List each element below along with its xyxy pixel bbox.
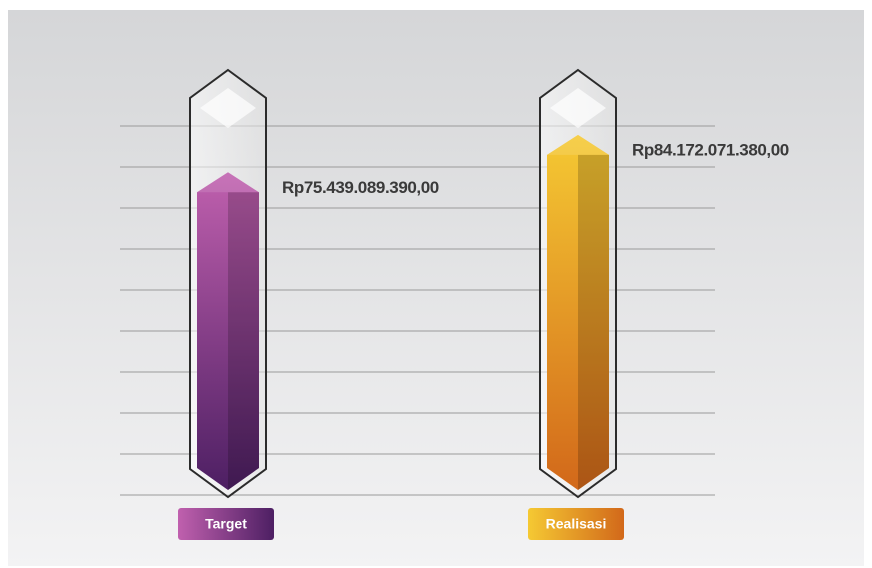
category-pill [528, 508, 624, 540]
value-label: Rp84.172.071.380,00 [632, 140, 789, 159]
category-label: Realisasi [546, 516, 607, 532]
tube-cap [550, 88, 606, 128]
bar [197, 172, 259, 491]
tube-cap [200, 88, 256, 128]
bar-top [197, 172, 259, 193]
value-label: Rp75.439.089.390,00 [282, 178, 439, 197]
category-label: Target [205, 516, 247, 532]
bar-shade [578, 154, 609, 490]
bar-shade [228, 192, 259, 491]
panel [8, 10, 864, 566]
bar-top [547, 134, 609, 155]
bar [547, 134, 609, 490]
category-pill [178, 508, 274, 540]
